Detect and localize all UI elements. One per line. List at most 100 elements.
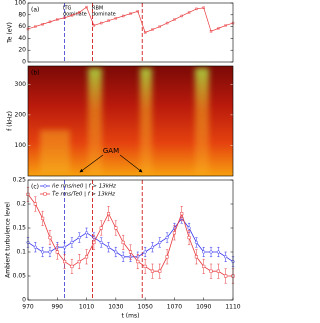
spectrogram-bursts [40,68,209,174]
data-point [107,19,110,22]
panel-label: (a) [31,7,39,14]
x-tick-label: 1110 [225,304,240,311]
data-point [48,250,52,254]
data-point [143,31,147,34]
y-tick-label: 300 [15,81,27,88]
data-point [158,25,161,28]
data-point [143,264,147,268]
data-point [70,14,74,17]
data-point [77,236,81,240]
x-tick-label: 1070 [167,304,182,311]
annotation: dominate [92,12,116,18]
data-point [99,240,103,244]
data-point [85,5,88,9]
legend-marker [43,192,47,196]
y-tick-label: 0.25 [13,177,27,184]
data-point [151,28,154,31]
legend-label: T̃e rms/Te0 | f > 13kHz [52,190,115,197]
data-point [34,25,37,28]
data-point [209,269,213,273]
data-point [121,240,125,244]
y-tick-label: 0.1 [16,249,26,256]
data-point [63,245,67,249]
y-tick-label: 0 [22,59,26,66]
annotation: ITG [63,6,72,12]
data-point [78,11,81,14]
data-point [41,216,45,220]
data-point [41,23,44,26]
y-tick-label: 0.05 [13,273,27,280]
legend-marker [43,184,47,188]
data-point [202,6,205,9]
x-tick-label: 970 [22,304,34,311]
data-point [33,245,37,249]
data-point [33,202,37,206]
data-point [217,27,220,30]
annotation: RBM [92,6,103,12]
y-tick-label: 40 [18,35,26,42]
data-point [165,236,169,240]
data-point [150,245,155,249]
data-point [114,17,118,20]
data-point [158,269,162,273]
data-point [85,231,89,235]
data-point [56,18,59,21]
data-point [202,250,206,254]
data-point [121,14,125,18]
y-tick-label: 60 [18,23,26,30]
data-point [202,264,206,268]
data-point [216,269,220,273]
data-point [63,260,67,264]
data-point [209,250,213,254]
data-point [85,255,89,259]
data-point [41,250,45,254]
burst [88,68,102,174]
data-point [136,260,140,264]
data-point [106,212,111,216]
x-tick-label: 1050 [138,304,153,311]
data-point [195,7,198,11]
data-line [27,194,233,277]
data-point [77,260,81,264]
data-point [143,250,147,254]
burst [140,68,152,174]
data-point [209,30,213,33]
plot-frame [27,179,234,301]
y-axis-label: Ambient turbulence level [5,202,12,278]
data-point [55,250,59,254]
x-axis-label: t (ms) [122,313,140,320]
x-tick-label: 1030 [108,304,123,311]
data-point [121,255,125,259]
y-tick-label: 100 [15,142,27,149]
y-tick-label: 0.2 [16,201,26,208]
data-point [224,255,228,259]
data-point [187,11,191,14]
y-axis-label: f (kHz) [7,111,14,131]
data-point [172,231,176,235]
data-point [180,14,183,18]
y-axis-label: Te (eV) [7,22,14,44]
data-point [136,10,140,13]
data-point [187,226,191,230]
data-point [48,236,52,240]
data-point [92,24,96,27]
y-tick-label: 200 [15,111,27,118]
data-point [99,226,103,230]
gam-arrow [119,154,143,173]
data-point [63,16,66,19]
burst [195,68,209,174]
data-point [194,240,198,244]
data-point [106,245,111,249]
x-tick-label: 1010 [79,304,94,311]
panel-label: (b) [31,70,40,77]
annotation: GAM [103,147,119,155]
data-point [165,255,169,259]
data-point [48,20,52,24]
plot-frame [27,2,234,63]
y-tick-label: 100 [15,0,27,7]
data-point [92,240,96,244]
panel-label: (c) [31,184,39,191]
data-point [165,21,169,25]
data-point [70,240,74,244]
